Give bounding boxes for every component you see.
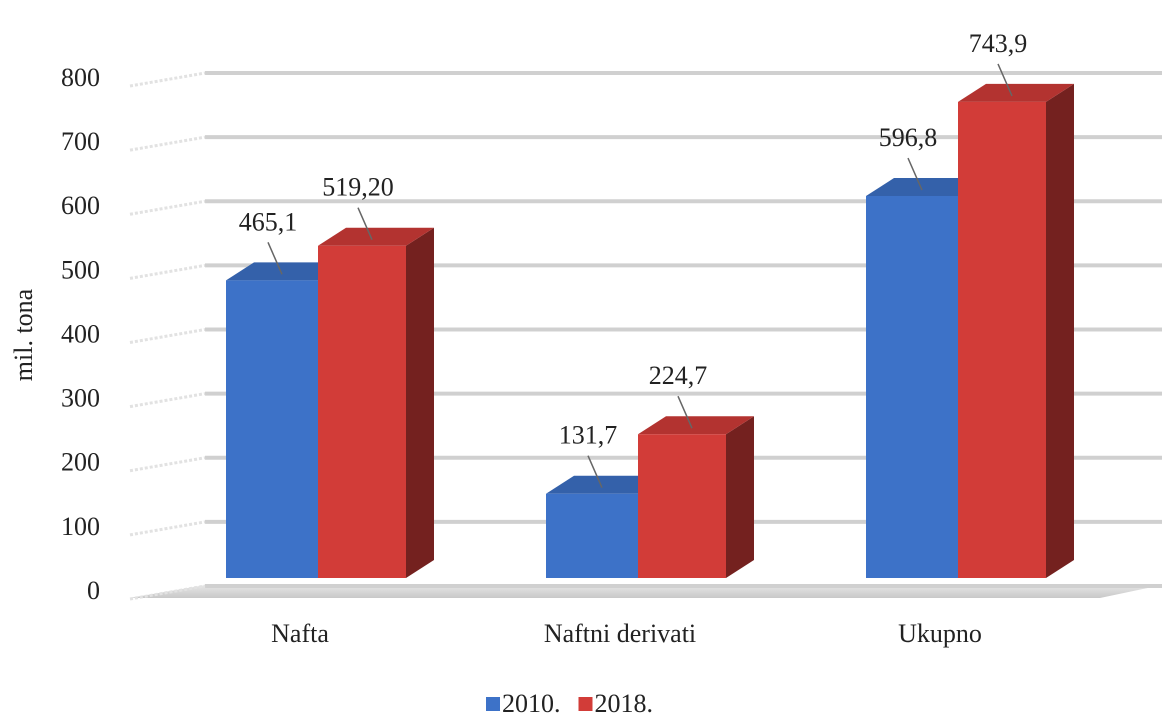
y-tick-label: 0: [87, 576, 100, 605]
bar-face: [318, 227, 434, 246]
value-label: 465,1: [239, 207, 298, 236]
value-label: 743,9: [969, 29, 1028, 58]
bar-face: [638, 416, 754, 435]
bar-face: [546, 475, 666, 494]
bar-face: [226, 262, 346, 281]
leader-line: [997, 63, 1013, 97]
leader-line: [357, 207, 373, 241]
y-tick-label: 700: [61, 127, 100, 156]
bar-face: [958, 83, 1074, 102]
bar: [638, 416, 754, 578]
grid-line: [129, 456, 206, 473]
y-tick-label: 600: [61, 191, 100, 220]
bar-face: [958, 101, 1046, 579]
grid-line: [129, 328, 206, 344]
grid-line: [129, 392, 206, 409]
leader-line: [587, 455, 603, 489]
grid-line: [129, 520, 206, 537]
value-label: 596,8: [879, 123, 938, 152]
floor: [130, 585, 1162, 598]
bar-face: [726, 416, 754, 578]
bar-face: [1046, 83, 1074, 579]
bar: [958, 83, 1074, 579]
grid-line: [129, 199, 206, 216]
leader-line: [267, 242, 283, 275]
bar-face: [866, 178, 986, 197]
y-tick-label: 500: [61, 255, 100, 284]
bar-face: [318, 245, 406, 578]
value-label: 519,20: [322, 173, 394, 202]
bar-face: [406, 227, 434, 578]
grid-line: [129, 135, 206, 152]
legend-swatch: [486, 697, 500, 711]
y-tick-label: 800: [61, 63, 100, 92]
bar-face: [866, 196, 958, 578]
x-tick-label: Nafta: [271, 619, 329, 648]
y-axis-label: mil. tona: [9, 288, 38, 381]
grid-line: [129, 263, 206, 280]
legend-label: 2010.: [502, 689, 561, 718]
grid-line: [129, 71, 206, 88]
y-tick-label: 400: [61, 319, 100, 348]
y-tick-label: 100: [61, 512, 100, 541]
bar: [318, 227, 434, 578]
legend-swatch: [578, 697, 593, 711]
value-label: 224,7: [649, 361, 708, 390]
grid-line: [129, 584, 206, 601]
value-label: 131,7: [559, 421, 618, 450]
leader-line: [677, 395, 693, 429]
leader-line: [907, 157, 923, 191]
x-tick-label: Naftni derivati: [544, 619, 696, 648]
bar-face: [226, 280, 318, 578]
bar-face: [546, 493, 638, 578]
y-tick-label: 200: [61, 448, 100, 477]
x-tick-label: Ukupno: [898, 619, 982, 648]
legend-label: 2018.: [595, 689, 654, 718]
y-tick-label: 300: [61, 384, 100, 413]
bar-face: [638, 434, 726, 578]
